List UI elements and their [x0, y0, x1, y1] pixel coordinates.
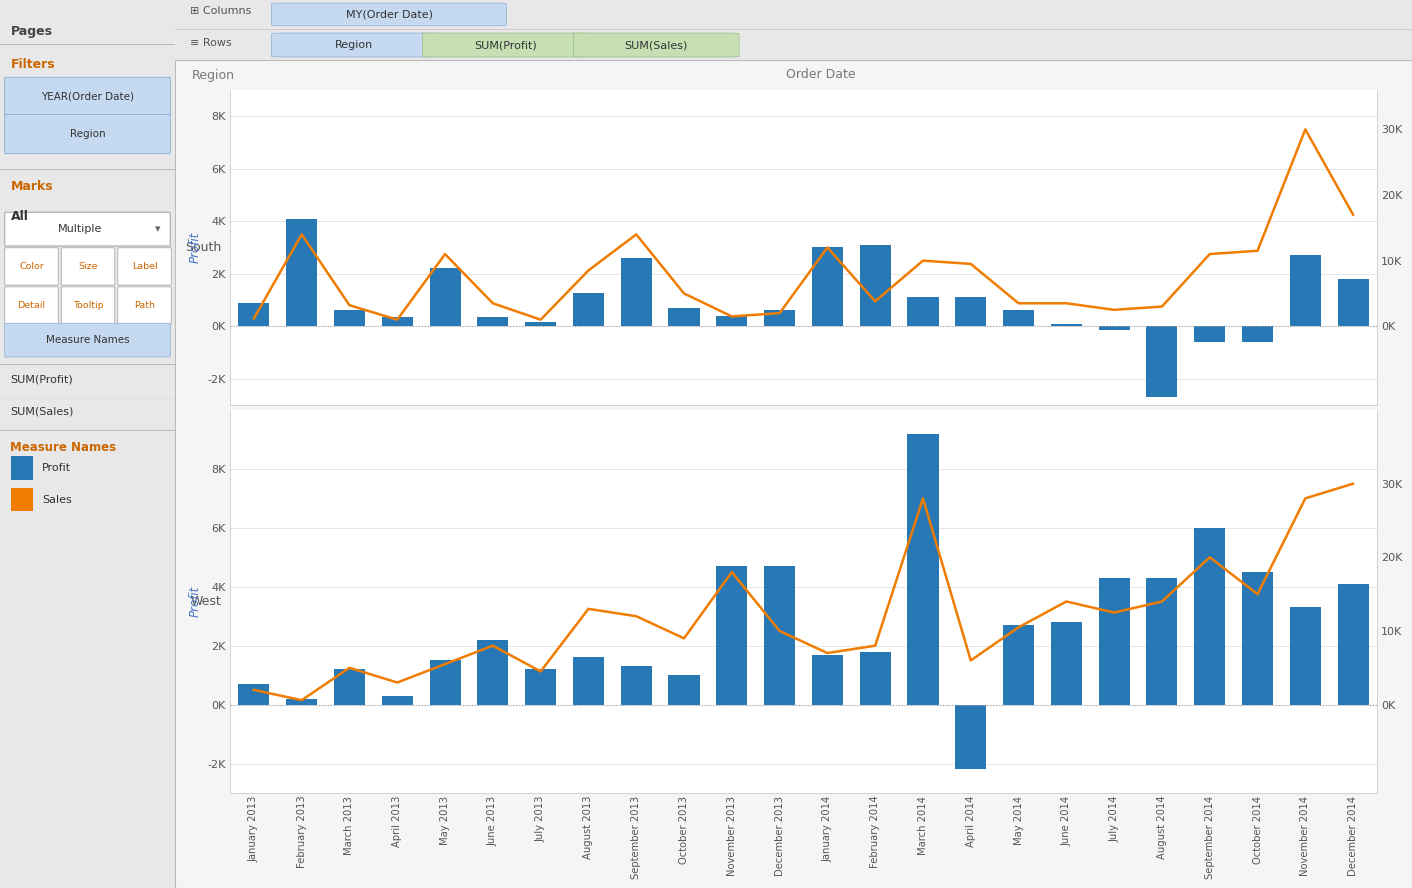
- Text: Detail: Detail: [17, 301, 45, 310]
- Bar: [287, 218, 318, 326]
- Text: Measure Names: Measure Names: [45, 335, 130, 345]
- Text: Pages: Pages: [10, 25, 52, 38]
- Text: YEAR(Order Date): YEAR(Order Date): [41, 91, 134, 102]
- Bar: [1099, 578, 1130, 704]
- Bar: [335, 670, 366, 704]
- Text: All: All: [10, 210, 28, 223]
- Bar: [1195, 326, 1226, 342]
- FancyBboxPatch shape: [271, 33, 438, 57]
- Text: SUM(Profit): SUM(Profit): [10, 375, 73, 385]
- Bar: [860, 652, 891, 704]
- Bar: [1051, 622, 1082, 704]
- Text: Tooltip: Tooltip: [72, 301, 103, 310]
- Bar: [812, 248, 843, 326]
- Y-axis label: Profit: Profit: [189, 586, 202, 617]
- Text: Region: Region: [69, 129, 106, 139]
- Text: SUM(Profit): SUM(Profit): [474, 40, 537, 50]
- FancyBboxPatch shape: [61, 248, 114, 285]
- Bar: [429, 661, 460, 704]
- Bar: [908, 433, 939, 704]
- Bar: [1337, 583, 1368, 704]
- Text: Sales: Sales: [42, 495, 72, 505]
- Bar: [764, 311, 795, 326]
- Text: Path: Path: [134, 301, 155, 310]
- Bar: [812, 654, 843, 704]
- Text: Filters: Filters: [10, 58, 55, 71]
- FancyBboxPatch shape: [4, 115, 171, 154]
- FancyBboxPatch shape: [4, 77, 171, 116]
- Text: Profit: Profit: [42, 463, 71, 473]
- Bar: [1289, 607, 1320, 704]
- Bar: [956, 704, 987, 769]
- Text: ≡ Rows: ≡ Rows: [189, 38, 232, 48]
- Bar: [860, 245, 891, 326]
- Y-axis label: Sales: Sales: [1409, 232, 1412, 263]
- Bar: [1243, 572, 1274, 704]
- Bar: [908, 297, 939, 326]
- Bar: [525, 322, 556, 326]
- Bar: [1195, 527, 1226, 704]
- Bar: [477, 639, 508, 704]
- Bar: [1003, 311, 1034, 326]
- FancyBboxPatch shape: [117, 287, 171, 324]
- Text: SUM(Sales): SUM(Sales): [624, 40, 688, 50]
- Text: Measure Names: Measure Names: [10, 441, 117, 455]
- FancyBboxPatch shape: [4, 323, 171, 357]
- Text: Region: Region: [192, 68, 234, 82]
- Text: SUM(Sales): SUM(Sales): [10, 407, 73, 416]
- Text: Multiple: Multiple: [58, 224, 103, 234]
- FancyBboxPatch shape: [4, 212, 171, 246]
- Bar: [1289, 256, 1320, 326]
- Y-axis label: Sales: Sales: [1409, 586, 1412, 617]
- Bar: [573, 293, 604, 326]
- FancyBboxPatch shape: [271, 3, 507, 26]
- Bar: [621, 666, 652, 704]
- Bar: [716, 567, 747, 704]
- Text: Label: Label: [131, 262, 157, 271]
- FancyBboxPatch shape: [573, 33, 738, 57]
- Text: Size: Size: [78, 262, 97, 271]
- Bar: [239, 684, 270, 704]
- Bar: [668, 675, 699, 704]
- Bar: [381, 696, 412, 704]
- Bar: [764, 567, 795, 704]
- Bar: [1243, 326, 1274, 342]
- Bar: [1003, 625, 1034, 704]
- Text: MY(Order Date): MY(Order Date): [346, 10, 432, 20]
- Bar: [10, 488, 34, 511]
- FancyBboxPatch shape: [422, 33, 589, 57]
- Text: Marks: Marks: [10, 180, 54, 194]
- Bar: [716, 316, 747, 326]
- Y-axis label: Profit: Profit: [189, 232, 202, 263]
- FancyBboxPatch shape: [4, 287, 58, 324]
- Bar: [429, 268, 460, 326]
- FancyBboxPatch shape: [61, 287, 114, 324]
- Bar: [1147, 578, 1178, 704]
- Text: ▾: ▾: [155, 224, 161, 234]
- Bar: [668, 308, 699, 326]
- Text: Color: Color: [20, 262, 44, 271]
- Bar: [525, 670, 556, 704]
- Bar: [1099, 326, 1130, 330]
- Bar: [1337, 279, 1368, 326]
- Bar: [381, 317, 412, 326]
- Bar: [477, 317, 508, 326]
- Text: South: South: [185, 241, 222, 254]
- Bar: [1147, 326, 1178, 397]
- Bar: [287, 699, 318, 704]
- Bar: [1051, 323, 1082, 326]
- Text: Region: Region: [335, 40, 374, 50]
- Bar: [239, 303, 270, 326]
- Bar: [10, 456, 34, 480]
- Bar: [621, 258, 652, 326]
- Bar: [335, 311, 366, 326]
- FancyBboxPatch shape: [4, 248, 58, 285]
- Bar: [956, 297, 987, 326]
- FancyBboxPatch shape: [117, 248, 171, 285]
- Bar: [573, 657, 604, 704]
- Text: West: West: [191, 595, 222, 608]
- Text: ⊞ Columns: ⊞ Columns: [189, 6, 251, 16]
- Text: Order Date: Order Date: [786, 68, 856, 82]
